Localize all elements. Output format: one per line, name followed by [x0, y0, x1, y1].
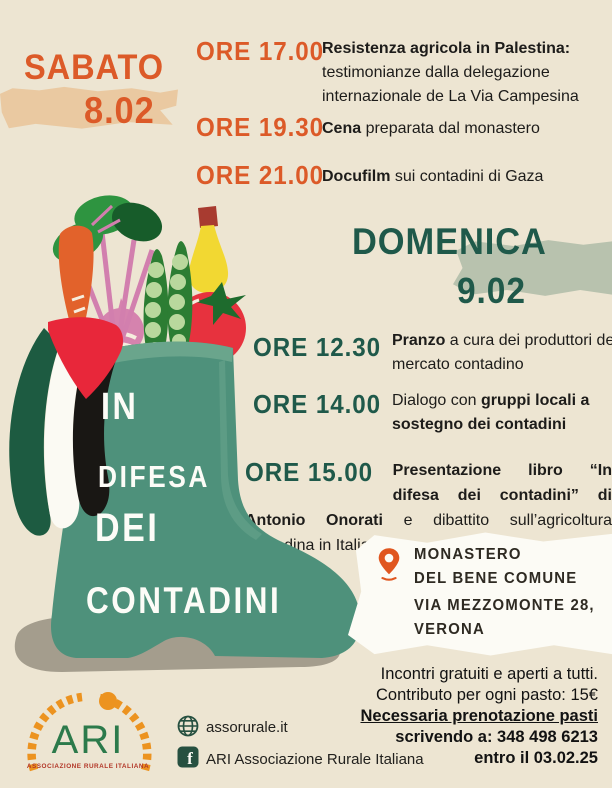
- facebook-page-name: ARI Associazione Rurale Italiana: [206, 751, 424, 768]
- logo-acronym: ARI: [52, 718, 125, 762]
- location-name-line: MONASTERO: [414, 546, 522, 563]
- boot-shape: [51, 341, 361, 658]
- sunday-label: DOMENICA: [352, 221, 547, 262]
- facebook-icon: f: [177, 746, 199, 768]
- saturday-date: 8.02: [84, 90, 155, 131]
- event-description: Resistenza agricola in Palestina: testim…: [322, 40, 579, 105]
- boot-vegetables-illustration: [9, 195, 361, 672]
- boot-title-line: DIFESA: [98, 459, 210, 494]
- sage-brush-stroke: [453, 240, 612, 296]
- event-description: Cena preparata dal monastero: [322, 120, 540, 137]
- tan-brush-stroke: [0, 86, 178, 129]
- squash-illustration: [188, 206, 229, 293]
- event-time: ORE 14.00: [253, 389, 382, 419]
- location-city-line: VERONA: [414, 621, 485, 638]
- event-description: Dialogo con gruppi locali a sostegno dei…: [392, 392, 590, 433]
- sunday-date: 9.02: [457, 270, 526, 311]
- palestinian-flag: [9, 317, 124, 536]
- ari-logo: ARI ASSOCIAZIONE RURALE ITALIANA: [27, 692, 152, 772]
- event-time: ORE 12.30: [253, 332, 382, 362]
- event-time: ORE 21.00: [196, 160, 325, 190]
- event-description: Pranzo a cura dei produttori del mercato…: [392, 332, 612, 373]
- wheat-arc-right: [99, 693, 152, 772]
- carrot-illustration: [58, 225, 94, 333]
- event-time: ORE 15.00: [245, 457, 374, 487]
- saturday-label: SABATO: [24, 48, 165, 87]
- website-url: assorurale.it: [206, 719, 288, 736]
- info-line: Contributo per ogni pasto: 15€: [376, 686, 598, 704]
- event-time: ORE 17.00: [196, 36, 325, 66]
- event-description: Docufilm sui contadini di Gaza: [322, 168, 544, 185]
- boot-title-line: DEI: [95, 506, 160, 550]
- globe-icon: [177, 715, 199, 737]
- sun-icon: [99, 692, 117, 710]
- info-line-phone: scrivendo a: 348 498 6213: [395, 728, 598, 746]
- info-line-deadline: entro il 03.02.25: [474, 749, 598, 767]
- map-pin-icon: [378, 548, 400, 581]
- location-name-line: DEL BENE COMUNE: [414, 570, 578, 587]
- info-block: Incontri gratuiti e aperti a tutti. Cont…: [298, 664, 598, 769]
- info-line: Incontri gratuiti e aperti a tutti.: [380, 665, 598, 683]
- logo-subtitle: ASSOCIAZIONE RURALE ITALIANA: [27, 763, 149, 770]
- wheat-arc-left: [27, 692, 83, 772]
- boot-title-line: CONTADINI: [86, 580, 282, 621]
- location-address-line: VIA MEZZOMONTE 28,: [414, 597, 595, 614]
- facebook-glyph: f: [187, 749, 193, 768]
- boot-title-line: IN: [101, 386, 139, 428]
- event-time: ORE 19.30: [196, 112, 325, 142]
- info-line-reservation: Necessaria prenotazione pasti: [360, 707, 598, 725]
- location-card: MONASTERO DEL BENE COMUNE VIA MEZZOMONTE…: [348, 532, 612, 656]
